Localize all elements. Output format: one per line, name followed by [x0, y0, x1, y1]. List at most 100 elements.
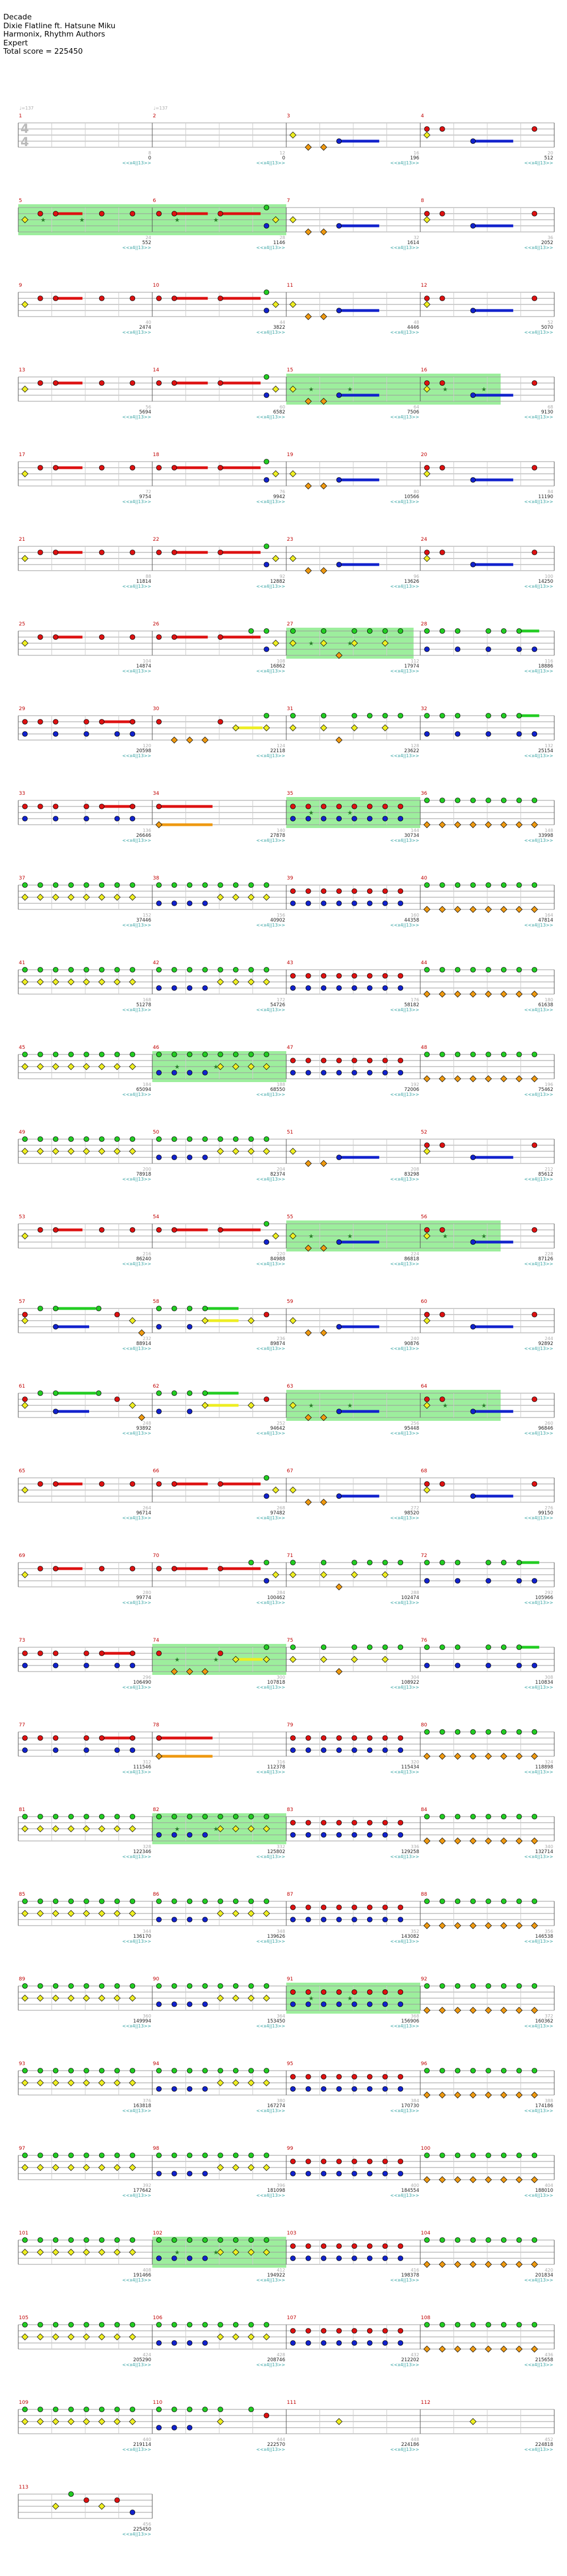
- score-value: 174186: [535, 2103, 553, 2109]
- red-sustain: [174, 212, 208, 215]
- yellow-note: [83, 1910, 90, 1917]
- yellow-note: [217, 2079, 224, 2087]
- score-value: 191466: [133, 2273, 151, 2278]
- yellow-sustain: [205, 1404, 239, 1407]
- yellow-note: [68, 1147, 75, 1155]
- red-sustain: [55, 1482, 83, 1486]
- blue-note: [321, 2171, 327, 2176]
- yellow-note: [217, 978, 224, 986]
- green-sustain: [519, 1646, 539, 1649]
- yellow-note: [272, 1486, 280, 1494]
- red-note: [424, 465, 430, 470]
- beat-count: 280: [143, 1590, 151, 1595]
- orange-note: [439, 2176, 446, 2184]
- score-value: 122346: [133, 1849, 151, 1855]
- green-note: [516, 1814, 522, 1819]
- yellow-note: [272, 639, 280, 647]
- beat-count: 124: [277, 743, 285, 748]
- blue-note: [187, 2425, 193, 2430]
- green-note: [290, 628, 296, 634]
- red-note: [37, 1735, 43, 1741]
- measure-number: 23: [287, 537, 293, 542]
- green-sustain: [205, 1392, 239, 1395]
- measure-number: 108: [421, 2315, 430, 2321]
- score-value: 163818: [133, 2103, 151, 2109]
- score-value: 225450: [133, 2527, 151, 2532]
- orange-note: [320, 143, 327, 151]
- score-value: 33998: [538, 833, 553, 839]
- green-note: [68, 1814, 74, 1819]
- measure-number: 11: [287, 283, 293, 288]
- orange-note: [516, 906, 523, 913]
- green-note: [99, 2237, 105, 2243]
- orange-note: [470, 2006, 477, 2014]
- red-note: [53, 380, 59, 386]
- green-note: [486, 1052, 491, 1057]
- green-note: [99, 1814, 105, 1819]
- green-note: [367, 1644, 373, 1650]
- score-value: 14250: [538, 579, 553, 584]
- blue-note: [336, 2086, 342, 2092]
- blue-note: [305, 1070, 311, 1075]
- orange-note: [336, 1668, 343, 1675]
- blue-note: [470, 138, 476, 144]
- red-note: [156, 1481, 162, 1487]
- red-note: [99, 380, 105, 386]
- orange-note: [516, 990, 523, 998]
- orange-note: [484, 1837, 492, 1845]
- blue-note: [486, 1578, 491, 1584]
- yellow-note: [83, 2333, 90, 2341]
- green-note: [187, 1390, 193, 1396]
- red-note: [367, 1058, 373, 1063]
- red-note: [84, 1735, 89, 1741]
- beat-count: 120: [143, 743, 151, 748]
- red-note: [367, 1820, 373, 1825]
- orange-note: [531, 906, 538, 913]
- orange-note: [500, 1837, 507, 1845]
- green-note: [130, 2153, 136, 2158]
- green-note: [187, 1899, 193, 1904]
- red-note: [218, 1566, 223, 1571]
- green-note: [99, 882, 105, 888]
- green-note: [130, 1899, 136, 1904]
- blue-note: [336, 985, 342, 991]
- measure-number: 30: [153, 706, 159, 712]
- red-note: [352, 2243, 357, 2249]
- beat-count: 432: [411, 2352, 419, 2357]
- red-note: [532, 126, 538, 132]
- red-note: [53, 719, 59, 725]
- measure-number: 94: [153, 2061, 159, 2067]
- green-note: [470, 1729, 476, 1735]
- score-value: 1614: [407, 240, 419, 246]
- multiplier-label: <<x4||13>>: [256, 1431, 285, 1436]
- green-note: [439, 798, 445, 803]
- green-note: [130, 2068, 136, 2073]
- beat-count: 196: [545, 1082, 553, 1087]
- yellow-note: [129, 1063, 136, 1070]
- blue-note: [367, 2256, 373, 2261]
- red-note: [321, 1905, 327, 1910]
- orange-note: [439, 1075, 446, 1083]
- red-sustain: [55, 297, 83, 300]
- blue-note: [187, 2001, 193, 2007]
- green-note: [455, 882, 461, 888]
- red-note: [321, 888, 327, 894]
- red-note: [439, 550, 445, 555]
- orange-note: [454, 990, 461, 998]
- red-note: [424, 1312, 430, 1317]
- beat-count: 12: [280, 151, 285, 156]
- multiplier-label: <<x4||13>>: [390, 753, 419, 758]
- orange-note: [138, 1329, 146, 1337]
- red-note: [130, 465, 136, 470]
- orange-note: [155, 821, 163, 829]
- measure-number: 90: [153, 1977, 159, 1982]
- blue-note: [516, 1663, 522, 1668]
- blue-note: [470, 308, 476, 313]
- blue-note: [305, 2086, 311, 2092]
- blue-note: [305, 1747, 311, 1753]
